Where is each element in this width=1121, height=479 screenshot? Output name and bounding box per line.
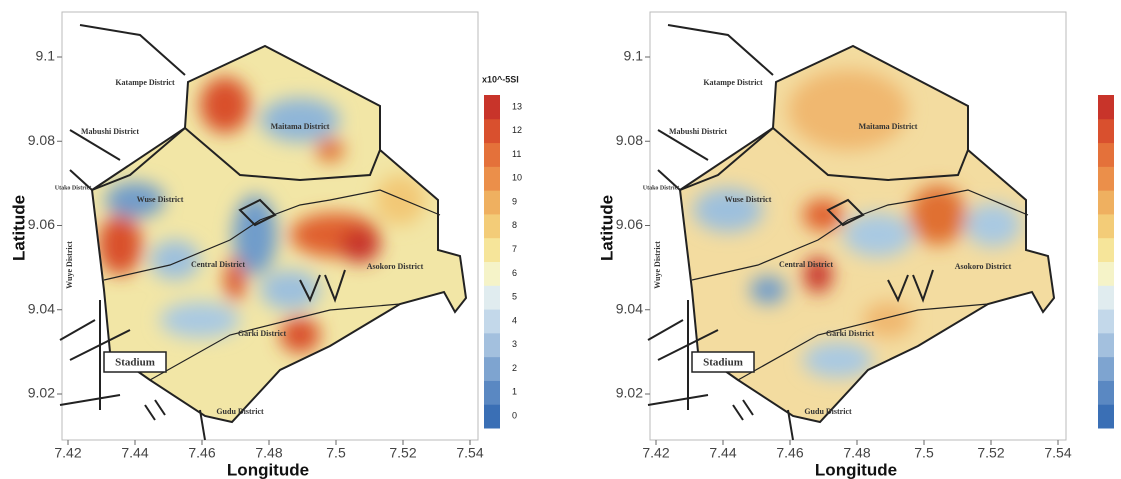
x-axis-label: Longitude bbox=[227, 460, 309, 479]
colorbar-cell bbox=[1098, 214, 1114, 238]
colorbar-cell bbox=[484, 262, 500, 286]
district-label: Wuse District bbox=[725, 195, 772, 204]
colorbar-tick-label: 0 bbox=[512, 410, 517, 420]
y-tick-label: 9.06 bbox=[28, 216, 55, 232]
colorbar-cell bbox=[484, 380, 500, 404]
colorbar-cell bbox=[484, 238, 500, 262]
x-tick-label: 7.5 bbox=[914, 445, 934, 461]
y-axis-label: Latitude bbox=[597, 195, 616, 261]
district-label: Wuye District bbox=[653, 241, 662, 289]
x-axis-label: Longitude bbox=[815, 460, 897, 479]
y-tick-label: 9.06 bbox=[616, 216, 643, 232]
landmark-label: Stadium bbox=[703, 357, 743, 369]
colorbar-tick-label: 4 bbox=[512, 315, 517, 325]
x-tick-label: 7.52 bbox=[389, 445, 416, 461]
x-tick-label: 7.5 bbox=[326, 445, 346, 461]
colorbar-tick-label: 3 bbox=[512, 339, 517, 349]
x-tick-label: 7.44 bbox=[121, 445, 148, 461]
district-label: Asokoro District bbox=[955, 262, 1012, 271]
colorbar-cell bbox=[484, 190, 500, 214]
colorbar-tick-label: 2 bbox=[512, 363, 517, 373]
district-label: Gudu District bbox=[216, 407, 264, 416]
district-label: Utako District bbox=[55, 185, 92, 191]
colorbar-tick-label: 8 bbox=[512, 220, 517, 230]
map-panel: 7.42 7.44 7.46 7.48 7.5 7.52 7.54 9.02 9.04 9.06 9… bbox=[597, 12, 1114, 479]
colorbar-tick-label: 1 bbox=[512, 387, 517, 397]
district-label: Katampe District bbox=[703, 78, 763, 87]
colorbar-cell bbox=[1098, 119, 1114, 143]
district-label: Gudu District bbox=[804, 407, 852, 416]
colorbar-tick-label: 13 bbox=[512, 101, 522, 111]
district-label: Utako District bbox=[643, 185, 680, 191]
colorbar-cell bbox=[1098, 166, 1114, 190]
colorbar-cell bbox=[1098, 238, 1114, 262]
district-label: Central District bbox=[779, 260, 833, 269]
x-tick-label: 7.48 bbox=[843, 445, 870, 461]
colorbar-cell bbox=[484, 95, 500, 119]
colorbar-tick-label: 9 bbox=[512, 196, 517, 206]
colorbar-cell bbox=[1098, 262, 1114, 286]
colorbar-tick-label: 12 bbox=[512, 125, 522, 135]
y-tick-label: 9.02 bbox=[616, 385, 643, 401]
district-label: Mabushi District bbox=[81, 127, 139, 136]
x-tick-label: 7.42 bbox=[642, 445, 669, 461]
map-panel: 7.42 7.44 7.46 7.48 7.5 7.52 7.54 9.02 9.04 9.06 9… bbox=[9, 12, 522, 479]
x-tick-label: 7.46 bbox=[188, 445, 215, 461]
colorbar-cell bbox=[484, 143, 500, 167]
colorbar-cell bbox=[1098, 143, 1114, 167]
y-tick-label: 9.04 bbox=[28, 300, 55, 316]
colorbar-cell bbox=[1098, 190, 1114, 214]
colorbar-tick-label: 10 bbox=[512, 173, 522, 183]
colorbar-tick-label: 6 bbox=[512, 268, 517, 278]
colorbar-cell bbox=[1098, 357, 1114, 381]
district-label: Garki District bbox=[238, 329, 287, 338]
colorbar-cell bbox=[484, 333, 500, 357]
landmark-label: Stadium bbox=[115, 357, 155, 369]
y-tick-label: 9.1 bbox=[624, 48, 644, 64]
colorbar-cell bbox=[484, 309, 500, 333]
district-label: Katampe District bbox=[115, 78, 175, 87]
figure: 7.427.447.467.487.57.527.549.029.049.069… bbox=[0, 0, 1121, 479]
x-tick-label: 7.54 bbox=[456, 445, 483, 461]
district-label: Maitama District bbox=[271, 122, 330, 131]
colorbar-cell bbox=[484, 357, 500, 381]
district-label: Mabushi District bbox=[669, 127, 727, 136]
colorbar-cell bbox=[1098, 309, 1114, 333]
y-tick-label: 9.02 bbox=[28, 385, 55, 401]
colorbar-tick-label: 5 bbox=[512, 292, 517, 302]
y-tick-label: 9.08 bbox=[28, 132, 55, 148]
colorbar-tick-label: 7 bbox=[512, 244, 517, 254]
y-tick-label: 9.08 bbox=[616, 132, 643, 148]
colorbar-tick-label: 11 bbox=[512, 149, 521, 159]
colorbar-cell bbox=[484, 119, 500, 143]
colorbar-cell bbox=[484, 404, 500, 428]
y-axis-label: Latitude bbox=[9, 195, 28, 261]
colorbar-title: x10^-5SI bbox=[482, 74, 519, 84]
colorbar-cell bbox=[484, 166, 500, 190]
colorbar-cell bbox=[1098, 333, 1114, 357]
colorbar-cell bbox=[484, 214, 500, 238]
x-tick-label: 7.46 bbox=[776, 445, 803, 461]
district-label: Wuye District bbox=[65, 241, 74, 289]
district-label: Asokoro District bbox=[367, 262, 424, 271]
x-tick-label: 7.48 bbox=[255, 445, 282, 461]
district-label: Central District bbox=[191, 260, 245, 269]
colorbar-cell bbox=[1098, 95, 1114, 119]
colorbar-cell bbox=[1098, 380, 1114, 404]
district-label: Wuse District bbox=[137, 195, 184, 204]
colorbar-cell bbox=[484, 285, 500, 309]
x-tick-label: 7.54 bbox=[1044, 445, 1071, 461]
district-label: Garki District bbox=[826, 329, 875, 338]
colorbar-cell bbox=[1098, 285, 1114, 309]
colorbar-cell bbox=[1098, 404, 1114, 428]
district-label: Maitama District bbox=[859, 122, 918, 131]
x-tick-label: 7.52 bbox=[977, 445, 1004, 461]
y-tick-label: 9.1 bbox=[36, 48, 56, 64]
y-tick-label: 9.04 bbox=[616, 300, 643, 316]
x-tick-label: 7.44 bbox=[709, 445, 736, 461]
x-tick-label: 7.42 bbox=[54, 445, 81, 461]
